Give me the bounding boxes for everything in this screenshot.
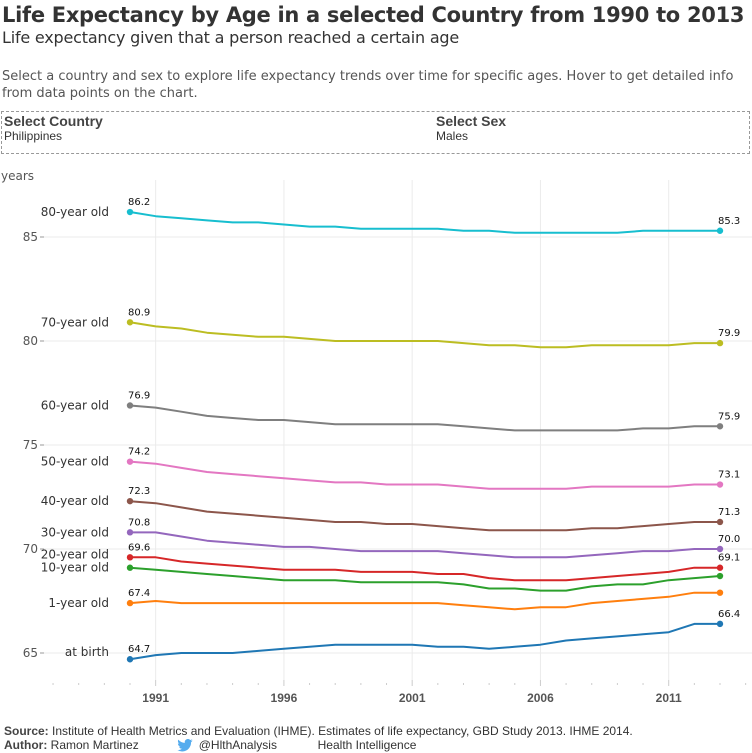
twitter-handle[interactable]: @HlthAnalysis (198, 738, 277, 752)
y-axis-title: years (1, 169, 35, 183)
author-name: Ramon Martinez (50, 738, 139, 752)
series-end-point (716, 545, 724, 553)
start-value-label: 69.6 (128, 542, 150, 553)
page-subtitle: Life expectancy given that a person reac… (2, 28, 460, 47)
country-select[interactable]: Philippines (4, 129, 63, 143)
series-end-point (716, 620, 724, 628)
start-value-label: 64.7 (128, 644, 150, 655)
page-title: Life Expectancy by Age in a selected Cou… (2, 3, 745, 27)
series-name-label: 40-year old (41, 494, 109, 508)
series-start-point (126, 564, 134, 571)
series-end-point (716, 423, 724, 430)
start-value-label: 70.8 (128, 517, 150, 528)
series-start-point (126, 599, 134, 607)
y-axis: 65 70 75 80 85 (23, 230, 44, 660)
country-filter[interactable]: Select Country Philippines (4, 113, 103, 144)
series-start-point (126, 208, 134, 216)
series-name-label: 1-year old (48, 596, 109, 610)
series-line (129, 500, 720, 532)
x-tick-label: 1991 (142, 691, 169, 705)
series-name-label: 20-year old (41, 547, 109, 561)
series-start-point (126, 319, 134, 326)
x-axis: 1991 1996 2001 2006 2011 (52, 680, 747, 705)
y-tick-label: 85 (23, 230, 38, 244)
series-labels: 80-year old 86.2 85.3 70-year old 80.9 79.9 60… (41, 197, 741, 659)
series-end-point (716, 339, 724, 347)
sex-select[interactable]: Males (436, 129, 469, 143)
end-value-label: 79.9 (718, 328, 740, 339)
series-end-point (716, 227, 724, 234)
source-label: Source: (4, 724, 49, 738)
y-tick-label: 65 (23, 646, 38, 660)
series-lines (126, 208, 724, 663)
sex-filter[interactable]: Select Sex Males (436, 113, 506, 144)
series-start-point (126, 656, 134, 663)
author-line: Author: Ramon Martinez @HlthAnalysis Hea… (4, 738, 416, 753)
start-value-label: 67.4 (128, 588, 150, 599)
series-start-point (126, 529, 134, 536)
end-value-label: 66.4 (718, 609, 740, 620)
x-tick-label: 2011 (656, 691, 682, 705)
series-line (130, 531, 720, 559)
start-value-label: 72.3 (128, 486, 150, 497)
series-name-label: 60-year old (41, 398, 109, 412)
y-tick-label: 70 (23, 542, 38, 556)
series-line (129, 591, 720, 611)
start-value-label: 86.2 (128, 197, 150, 208)
series-line (129, 566, 721, 592)
series-end-point (716, 572, 724, 580)
series-line (129, 321, 720, 349)
start-value-label: 80.9 (128, 307, 150, 318)
series-line (129, 460, 720, 490)
source-text: Institute of Health Metrics and Evaluati… (52, 724, 633, 738)
y-tick-label: 75 (23, 438, 38, 452)
series-end-point (716, 589, 724, 596)
series-name-label: 50-year old (41, 455, 109, 469)
author-label: Author: (4, 738, 48, 752)
y-tick-label: 80 (23, 334, 38, 348)
series-start-point (126, 554, 134, 561)
series-name-label: 70-year old (41, 315, 109, 329)
source-line: Source: Institute of Health Metrics and … (4, 724, 633, 738)
description-text: Select a country and sex to explore life… (2, 69, 734, 101)
series-start-point (126, 458, 134, 465)
series-name-label: 80-year old (41, 205, 109, 219)
series-end-point (716, 518, 724, 526)
end-value-label: 85.3 (718, 216, 740, 227)
twitter-icon[interactable] (175, 738, 195, 753)
end-value-label: 73.1 (718, 470, 740, 481)
series-line (129, 622, 720, 661)
country-filter-label: Select Country (4, 113, 103, 129)
series-start-point (126, 402, 134, 409)
line-chart: 65 70 75 80 85 1991 1996 2001 2006 2011 80-year … (23, 180, 752, 705)
series-line (130, 556, 720, 582)
end-value-label: 69.1 (718, 553, 740, 564)
end-value-label: 71.3 (718, 507, 740, 518)
filter-panel: Select Country Philippines Select Sex Ma… (1, 111, 750, 154)
series-line (129, 404, 720, 432)
series-end-point (716, 564, 724, 571)
start-value-label: 76.9 (128, 390, 150, 401)
series-line (129, 211, 720, 234)
org-name: Health Intelligence (317, 738, 417, 752)
series-name-label: 30-year old (41, 525, 109, 539)
series-start-point (126, 497, 134, 505)
end-value-label: 70.0 (718, 534, 740, 545)
sex-filter-label: Select Sex (436, 113, 507, 129)
end-value-label: 75.9 (718, 411, 740, 422)
x-tick-label: 2001 (399, 691, 426, 705)
series-name-label: 10-year old (41, 561, 109, 575)
series-name-label: at birth (65, 645, 109, 659)
x-tick-label: 2006 (527, 691, 554, 705)
start-value-label: 74.2 (128, 447, 150, 458)
series-end-point (716, 481, 724, 488)
x-tick-label: 1996 (271, 691, 298, 705)
gridlines (44, 180, 752, 680)
